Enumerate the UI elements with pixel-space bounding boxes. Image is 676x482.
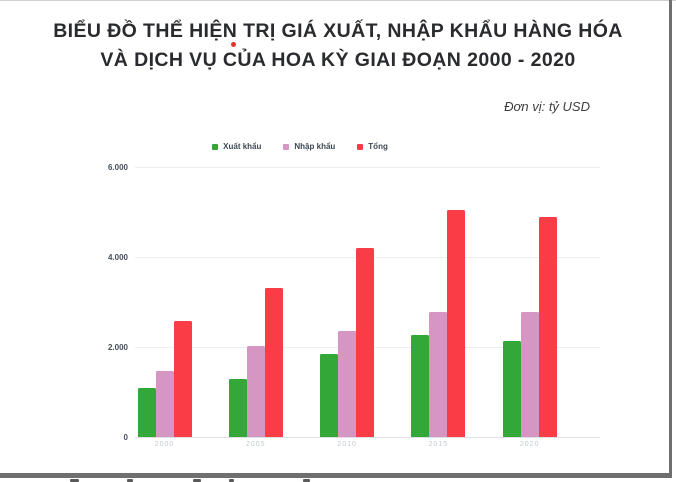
x-axis-tick-label: 2015 (428, 441, 449, 448)
page-title-line1: BIỂU ĐỒ THỂ HIỆN TRỊ GIÁ XUẤT, NHẬP KHẨU… (53, 20, 623, 42)
bar-xuất-khẩu-2020 (502, 341, 521, 437)
legend-item-2: Tổng (357, 142, 388, 151)
legend-label: Xuất khẩu (223, 142, 262, 151)
bar-nhập-khẩu-2005 (246, 345, 265, 437)
bar-tổng-2015 (447, 209, 466, 437)
page-title-line2: VÀ DỊCH VỤ CỦA HOA KỲ GIAI ĐOẠN 2000 - 2… (100, 49, 576, 71)
legend-item-1: Nhập khẩu (283, 142, 335, 151)
bar-xuất-khẩu-2005 (228, 379, 247, 437)
bar-xuất-khẩu-2015 (411, 335, 430, 437)
bar-group-2020 (502, 167, 557, 437)
bar-tổng-2000 (173, 321, 192, 437)
x-axis-tick-label: 2010 (337, 441, 357, 448)
bar-xuất-khẩu-2010 (320, 353, 339, 437)
y-axis-tick-label: 2.000 (107, 342, 128, 352)
legend-swatch-icon (212, 143, 219, 150)
chart-legend: Xuất khẩu Nhập khẩu Tổng (0, 142, 600, 151)
unit-note: Đơn vị: tỷ USD (504, 99, 590, 114)
bar-xuất-khẩu-2000 (137, 387, 156, 437)
bar-group-2010 (320, 167, 375, 437)
legend-label: Tổng (368, 142, 388, 151)
bar-tổng-2010 (356, 248, 375, 437)
bar-nhập-khẩu-2000 (155, 370, 174, 437)
x-axis-tick-label: 2020 (519, 441, 540, 448)
cropped-text-fragment (303, 479, 310, 482)
bar-tổng-2020 (538, 216, 557, 437)
legend-swatch-icon (283, 143, 290, 150)
bar-group-2015 (411, 167, 466, 437)
plot-area (135, 166, 600, 438)
legend-label: Nhập khẩu (294, 142, 336, 151)
gridline-6000 (135, 166, 600, 168)
red-dot-annotation (231, 42, 236, 47)
bottom-crop-bar (0, 473, 672, 478)
bar-tổng-2005 (264, 287, 283, 437)
gridline-0 (135, 436, 600, 438)
cropped-text-fragment (70, 479, 79, 482)
bar-chart: 0 2.000 4.000 6.000 2000 2005 2010 2015 2020 (0, 160, 650, 460)
x-axis-tick-label: 2005 (246, 441, 266, 448)
bar-nhập-khẩu-2010 (338, 331, 357, 437)
bar-nhập-khẩu-2015 (429, 311, 448, 437)
bar-nhập-khẩu-2020 (520, 312, 539, 437)
legend-swatch-icon (357, 143, 364, 150)
page-title: BIỂU ĐỒ THỂ HIỆN TRỊ GIÁ XUẤT, NHẬP KHẨU… (20, 17, 656, 75)
top-crop-line (0, 0, 676, 1)
bar-group-2000 (137, 167, 192, 437)
cropped-text-fragment (229, 479, 234, 482)
y-axis-tick-label: 0 (123, 432, 128, 442)
y-axis-tick-label: 4.000 (107, 252, 128, 262)
right-crop-border (669, 0, 672, 478)
legend-item-0: Xuất khẩu (212, 142, 261, 151)
x-axis-tick-label: 2000 (154, 441, 175, 448)
bar-group-2005 (228, 167, 283, 437)
cropped-text-fragment (193, 479, 201, 482)
y-axis-tick-label: 6.000 (107, 162, 128, 172)
cropped-text-fragment (127, 479, 133, 482)
